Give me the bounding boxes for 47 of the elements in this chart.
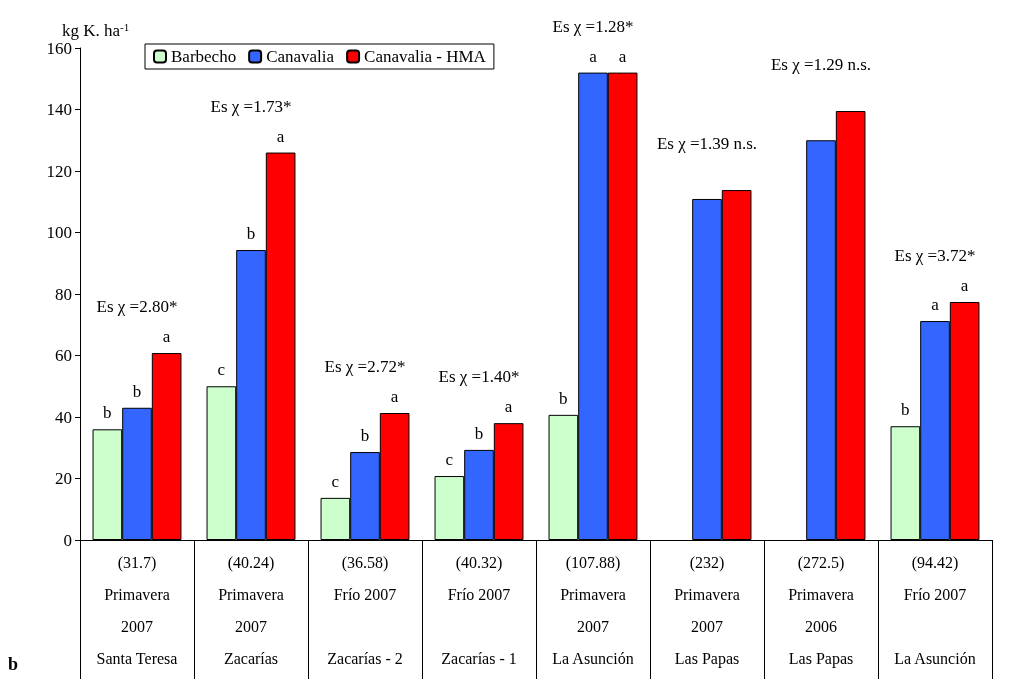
annotation: Es χ =1.39 n.s. — [656, 134, 758, 154]
annotation: Es χ =1.73* — [210, 96, 292, 116]
y-tick-label: 140 — [46, 100, 72, 119]
x-tick-label: (40.24) Primavera 2007 Zacarías — [218, 553, 284, 667]
x-tick-label: (272.5) Primavera 2006 Las Papas — [788, 553, 854, 668]
x-tick-label: (232) Primavera 2007 Las Papas — [674, 553, 740, 668]
y-tick-label: 80 — [55, 284, 72, 304]
text: b — [8, 654, 19, 674]
annotation: Es χ =1.29 n.s. — [770, 55, 872, 75]
data-label: a — [504, 397, 513, 417]
category-label: (36.58) Frío 2007 Zacarías - 2 — [327, 553, 403, 667]
data-label: b — [360, 426, 370, 446]
legend-label: Canavalia — [266, 47, 335, 66]
x-tick-label: (107.88) Primavera 2007 La Asunción — [552, 553, 634, 667]
category-label: (94.42) Frío 2007 La Asunción — [894, 553, 976, 667]
data-label: b — [474, 423, 484, 443]
data-label: b — [103, 403, 112, 423]
data-label: a — [390, 387, 399, 406]
text: Es χ =1.28* — [552, 16, 634, 36]
annotation: Es χ =2.80* — [96, 297, 178, 317]
legend-label: Canavalia - HMA — [364, 47, 487, 66]
data-label: b — [132, 381, 142, 401]
data-label: a — [618, 46, 627, 66]
data-label: a — [960, 275, 969, 295]
data-label: a — [589, 46, 598, 66]
x-tick-label: (31.7) Primavera 2007 Santa Teresa — [96, 553, 178, 667]
y-tick-label: 100 — [46, 223, 72, 242]
annotation: Es χ =3.72* — [894, 245, 976, 265]
data-label: a — [931, 295, 940, 315]
data-label: c — [331, 471, 340, 491]
y-tick-label: 120 — [46, 161, 72, 181]
y-tick-label: 60 — [55, 346, 72, 365]
data-label: c — [217, 360, 226, 380]
data-label: a — [276, 126, 285, 146]
data-label: b — [559, 388, 568, 408]
annotation: Es χ =2.72* — [324, 357, 406, 376]
data-label: a — [162, 327, 171, 347]
data-label: b — [246, 224, 256, 244]
y-tick-label: 40 — [55, 407, 72, 427]
legend-label: Barbecho — [171, 47, 237, 66]
annotation: Es χ =1.40* — [438, 367, 520, 387]
data-label: c — [445, 450, 454, 470]
y-tick-label: 0 — [63, 530, 72, 550]
y-tick-label: 20 — [55, 469, 72, 488]
y-tick-label: 160 — [46, 38, 72, 58]
category-label: (40.32) Frío 2007 Zacarías - 1 — [441, 553, 517, 667]
data-label: b — [901, 400, 910, 420]
